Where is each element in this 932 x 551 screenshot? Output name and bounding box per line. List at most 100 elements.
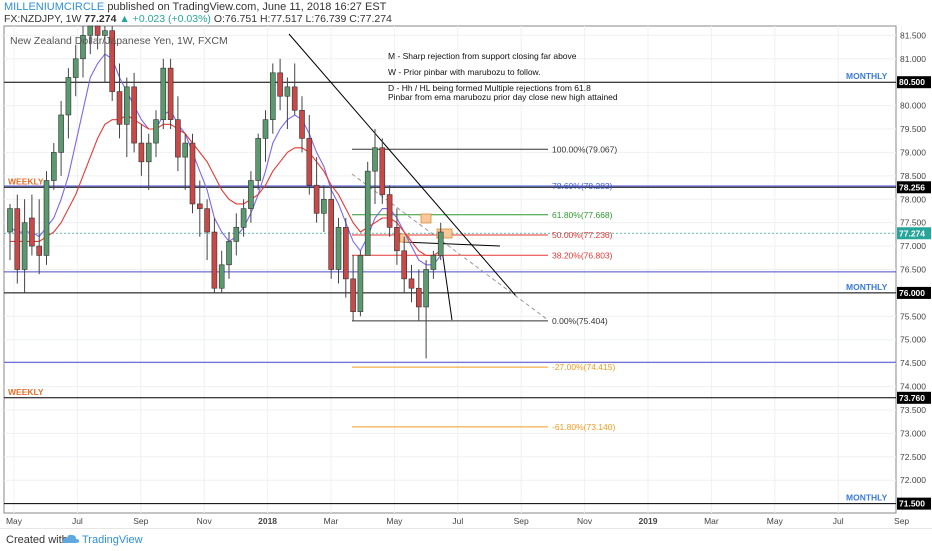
chart-title: New Zealand Dollar/Japanese Yen, 1W, FXC… [10, 35, 228, 47]
y-tick-label: 77.500 [900, 218, 926, 228]
candle-body[interactable] [233, 227, 240, 242]
price-axis[interactable]: 71.500 72.000 72.500 73.000 73.500 74.000 74.5… [897, 30, 931, 510]
candle-body[interactable] [138, 142, 145, 163]
candle-body[interactable] [197, 203, 203, 209]
footer: Created with TradingView [0, 528, 932, 551]
candle-body[interactable] [394, 227, 400, 252]
candle-body[interactable] [430, 255, 437, 270]
candle-body[interactable] [43, 180, 50, 256]
candle-body[interactable] [145, 142, 152, 163]
publish-line: MILLENIUMCIRCLE published on TradingView… [4, 1, 386, 13]
candle-body[interactable] [299, 109, 305, 139]
candle-body[interactable] [437, 231, 444, 256]
candle-body[interactable] [218, 264, 225, 289]
trend-lines [288, 33, 549, 321]
candle-body[interactable] [116, 91, 123, 125]
candle-body[interactable] [226, 241, 232, 266]
dashed-trend-line[interactable] [351, 173, 549, 321]
candle-body[interactable] [335, 227, 342, 270]
x-tick-label: May [386, 516, 403, 526]
candle-body[interactable] [342, 227, 349, 280]
candle-body[interactable] [277, 72, 283, 97]
note-monthly: M - Sharp rejection from support closing… [388, 51, 577, 61]
candle-body[interactable] [423, 269, 429, 308]
y-tick-label: 79.500 [900, 124, 926, 134]
candle-body[interactable] [175, 119, 181, 158]
x-tick-label: Nov [577, 516, 593, 526]
x-tick-label: Mar [704, 516, 719, 526]
price-tag-box [897, 286, 931, 299]
fib-level-label: -61.80%(73.140) [552, 422, 615, 432]
y-tick-label: 79.000 [900, 147, 926, 157]
candle-body[interactable] [408, 278, 415, 289]
candle-body[interactable] [189, 142, 196, 205]
candle-body[interactable] [357, 255, 364, 312]
candle-body[interactable] [255, 138, 261, 181]
candle-body[interactable] [379, 147, 386, 195]
key-level-label: MONTHLY [846, 282, 888, 292]
candle-body[interactable] [240, 208, 247, 228]
highlight-box [420, 213, 432, 224]
candle-body[interactable] [262, 119, 269, 139]
candle-body[interactable] [124, 86, 130, 125]
candle-body[interactable] [306, 138, 313, 186]
tradingview-link[interactable]: TradingView [82, 534, 143, 546]
y-tick-label: 73.000 [900, 428, 926, 438]
candle-body[interactable] [248, 180, 254, 209]
candle-body[interactable] [109, 30, 115, 92]
x-tick-label: Sep [133, 516, 148, 526]
current-price-label: 77.274 [899, 228, 925, 238]
price-tag-label: 80.500 [899, 77, 925, 87]
x-tick-label: Jul [72, 516, 83, 526]
candle-body[interactable] [50, 152, 57, 181]
candle-body[interactable] [401, 250, 408, 280]
y-tick-label: 72.000 [900, 475, 926, 485]
candle-body[interactable] [29, 217, 35, 247]
candle-body[interactable] [153, 119, 159, 144]
candle-body[interactable] [386, 194, 393, 228]
candle-body[interactable] [321, 198, 327, 214]
candle-body[interactable] [102, 30, 108, 36]
candle-body[interactable] [72, 58, 79, 78]
candle-body[interactable] [328, 198, 335, 270]
candle-body[interactable] [36, 245, 43, 256]
y-tick-label: 73.500 [900, 405, 926, 415]
candle-body[interactable] [65, 77, 72, 116]
candle-body[interactable] [364, 170, 371, 256]
key-level-label: MONTHLY [846, 71, 888, 81]
ohlc-values: O:76.751 H:77.517 L:76.739 C:77.274 [213, 13, 392, 25]
author-name[interactable]: MILLENIUMCIRCLE [4, 1, 105, 13]
candle-body[interactable] [7, 208, 13, 233]
candle-body[interactable] [14, 208, 21, 270]
price-chart[interactable]: MONTHLY WEEKLY MONTHLY WEEKLY MONTHLY 100.00… [0, 24, 932, 528]
candle-body[interactable] [21, 222, 28, 270]
x-tick-label: 2019 [639, 516, 658, 526]
neckline[interactable] [401, 241, 501, 247]
publish-info: published on TradingView.com, June 11, 2… [107, 1, 387, 13]
candle-body[interactable] [211, 231, 218, 289]
candle-body[interactable] [350, 278, 356, 312]
candle-body[interactable] [131, 86, 137, 144]
candle-body[interactable] [284, 86, 291, 97]
candle-body[interactable] [204, 208, 210, 233]
candle-body[interactable] [80, 35, 86, 60]
candle-body[interactable] [291, 86, 298, 111]
fib-level-label: -27.00%(74.415) [552, 362, 615, 372]
candle-body[interactable] [182, 142, 188, 158]
note-weekly: W - Prior pinbar with marubozu to follow… [388, 67, 541, 77]
candle-body[interactable] [313, 184, 320, 214]
downtrend-line[interactable] [288, 33, 517, 297]
candle-body[interactable] [167, 67, 174, 120]
fib-level-label: 0.00%(75.404) [552, 316, 608, 326]
candle-body[interactable] [94, 25, 101, 36]
candle-body[interactable] [87, 25, 94, 36]
candle-body[interactable] [58, 114, 64, 153]
price-tag-box [897, 76, 931, 89]
candle-body[interactable] [269, 72, 276, 120]
time-axis[interactable]: May Jul Sep Nov 2018 Mar May Jul Sep Nov 2019 Mar Ma… [6, 516, 909, 526]
x-tick-label: May [767, 516, 784, 526]
candle-body[interactable] [160, 67, 167, 120]
candle-body[interactable] [415, 287, 422, 308]
candle-body[interactable] [372, 147, 378, 172]
tradingview-cloud-icon [62, 534, 80, 543]
